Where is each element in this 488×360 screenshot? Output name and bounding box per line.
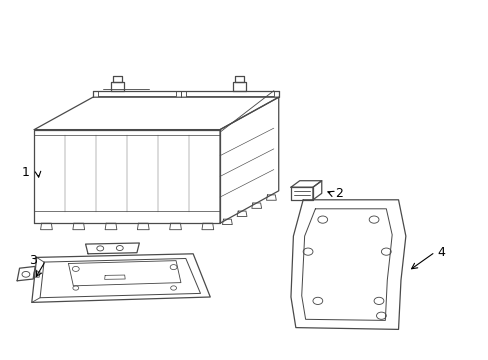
Text: 3: 3 [29,255,37,267]
Text: 2: 2 [334,187,342,200]
Text: 4: 4 [437,246,445,258]
Text: 1: 1 [21,166,29,179]
